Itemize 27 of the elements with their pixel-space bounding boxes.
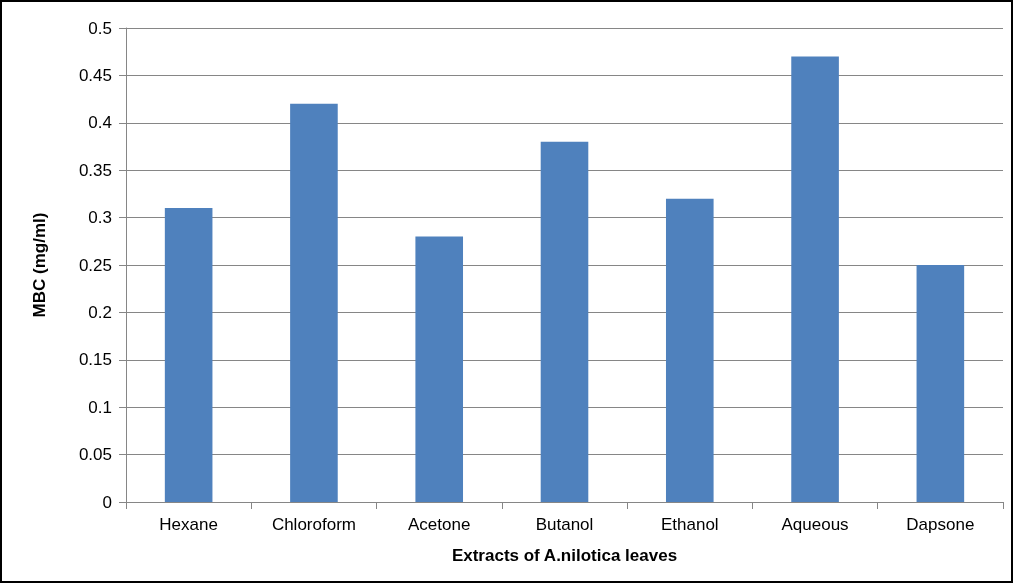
x-tick-label: Butanol xyxy=(535,515,594,534)
bar xyxy=(415,236,464,502)
bar xyxy=(791,56,839,502)
x-tick-label: Hexane xyxy=(159,515,218,534)
y-tick-label: 0 xyxy=(102,492,112,512)
y-tick-label: 0.5 xyxy=(88,18,112,38)
y-tick-label: 0.35 xyxy=(78,160,112,180)
y-tick-label: 0.2 xyxy=(88,302,112,322)
y-tick-label: 0.4 xyxy=(88,113,112,133)
y-tick-label: 0.15 xyxy=(78,350,112,370)
x-tick-label: Acetone xyxy=(408,515,471,534)
x-tick-label: Chloroform xyxy=(271,515,356,534)
bar xyxy=(916,265,965,502)
x-tick-label: Aqueous xyxy=(781,515,849,534)
bar xyxy=(290,103,338,502)
x-tick-label: Ethanol xyxy=(660,515,719,534)
y-tick-label: 0.1 xyxy=(88,397,112,417)
y-tick-label: 0.45 xyxy=(78,65,112,85)
y-axis-title: MBC (mg/ml) xyxy=(30,212,49,318)
bar xyxy=(164,208,213,502)
y-tick-label: 0.25 xyxy=(78,255,112,275)
y-tick-label: 0.05 xyxy=(78,445,112,465)
bar xyxy=(665,198,714,502)
x-axis-title: Extracts of A.nilotica leaves xyxy=(451,546,678,565)
y-tick-label: 0.3 xyxy=(88,208,112,228)
x-tick-label: Dapsone xyxy=(906,515,975,534)
bar xyxy=(540,141,589,502)
